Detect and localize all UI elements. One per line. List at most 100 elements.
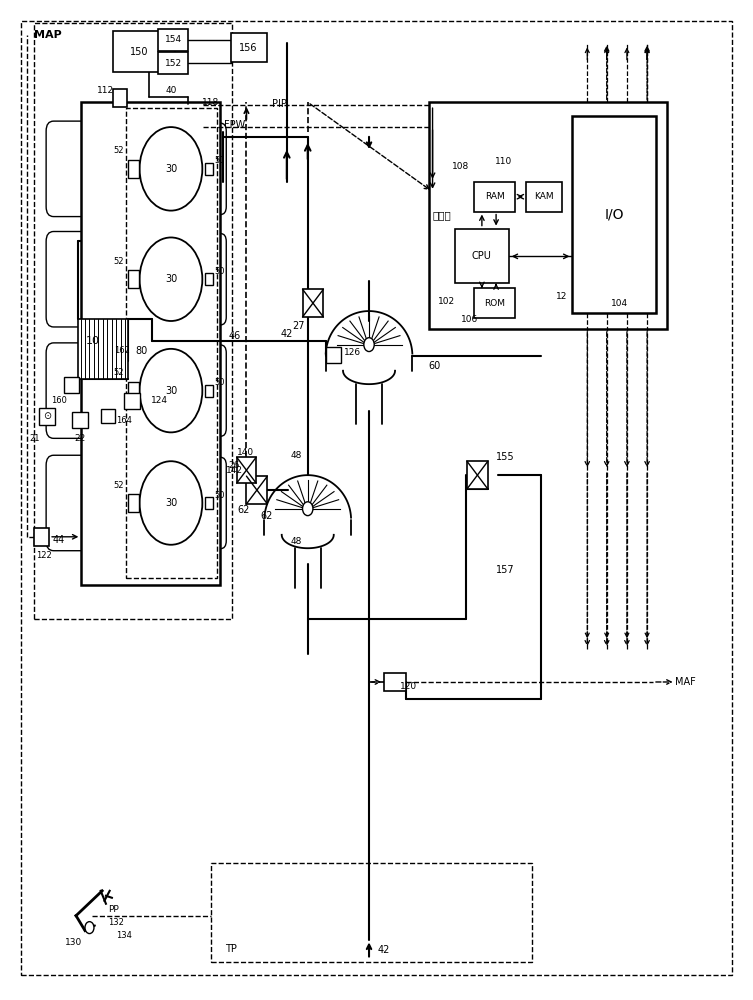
Text: 48: 48 [291, 451, 302, 460]
Bar [206, 163, 213, 175]
Text: MAP: MAP [34, 30, 62, 40]
FancyBboxPatch shape [211, 457, 226, 549]
Bar [128, 160, 139, 178]
Circle shape [85, 922, 94, 934]
Circle shape [364, 338, 374, 352]
Text: 50: 50 [215, 267, 225, 276]
Bar [128, 494, 139, 512]
Text: ⊙: ⊙ [43, 411, 51, 421]
Bar [572, 116, 656, 313]
Text: 157: 157 [495, 565, 514, 575]
Text: 142: 142 [226, 466, 243, 475]
Bar [384, 673, 407, 691]
Circle shape [139, 237, 203, 321]
Text: 154: 154 [165, 35, 181, 44]
Text: 27: 27 [291, 321, 304, 331]
Text: 104: 104 [611, 299, 628, 308]
Text: 52: 52 [114, 481, 124, 490]
Text: 62: 62 [237, 505, 250, 515]
Text: 132: 132 [108, 918, 124, 927]
Bar [206, 273, 213, 285]
Text: 60: 60 [428, 361, 441, 371]
Text: 140: 140 [237, 448, 255, 457]
Text: 50: 50 [215, 491, 225, 500]
Text: ROM: ROM [484, 299, 505, 308]
Text: 126: 126 [344, 348, 361, 357]
FancyBboxPatch shape [211, 233, 226, 325]
Text: 10: 10 [86, 336, 99, 346]
Bar [246, 476, 267, 504]
Text: 80: 80 [135, 346, 147, 356]
Bar [34, 23, 232, 619]
Text: TP: TP [225, 944, 237, 954]
Text: RAM: RAM [485, 192, 505, 201]
Text: 134: 134 [116, 931, 132, 940]
Text: MAF: MAF [675, 677, 697, 687]
Bar [206, 497, 213, 509]
Text: 30: 30 [165, 164, 177, 174]
Text: 106: 106 [461, 315, 478, 324]
Text: 52: 52 [114, 257, 124, 266]
Bar [114, 31, 175, 72]
Text: 108: 108 [452, 162, 469, 171]
Text: 44: 44 [53, 535, 65, 545]
Text: 130: 130 [66, 938, 82, 947]
Text: 26: 26 [229, 461, 240, 470]
Bar [78, 319, 128, 379]
Text: 112: 112 [97, 86, 114, 95]
Text: 46: 46 [228, 331, 241, 341]
Text: 155: 155 [495, 452, 514, 462]
Circle shape [139, 461, 203, 545]
Bar [230, 33, 267, 62]
Text: PIP: PIP [272, 99, 287, 109]
Bar [467, 461, 488, 489]
Text: 150: 150 [130, 47, 149, 57]
Bar [64, 377, 79, 393]
Bar [474, 288, 515, 318]
Bar [326, 347, 340, 363]
Text: 102: 102 [438, 297, 456, 306]
Bar [206, 385, 213, 397]
Bar [236, 457, 256, 483]
FancyBboxPatch shape [211, 123, 226, 215]
Circle shape [139, 127, 203, 211]
Bar [428, 102, 666, 329]
Bar [158, 29, 188, 51]
Text: 40: 40 [165, 86, 177, 95]
Text: 30: 30 [165, 274, 177, 284]
Text: 62: 62 [261, 511, 273, 521]
Text: 118: 118 [202, 98, 219, 107]
Text: I/O: I/O [605, 208, 624, 222]
Text: 162: 162 [114, 346, 130, 355]
Text: 52: 52 [114, 146, 124, 155]
Circle shape [303, 502, 313, 516]
Bar [126, 108, 218, 578]
Text: 52: 52 [114, 368, 124, 377]
Bar [123, 393, 140, 409]
Text: 110: 110 [495, 157, 512, 166]
Bar [474, 182, 515, 212]
FancyBboxPatch shape [46, 343, 90, 438]
Text: 30: 30 [165, 386, 177, 396]
Bar [128, 382, 139, 400]
Text: 50: 50 [215, 156, 225, 165]
Bar [102, 409, 115, 423]
Text: 50: 50 [215, 378, 225, 387]
Text: KAM: KAM [534, 192, 553, 201]
Bar [303, 289, 324, 317]
Text: CPU: CPU [472, 251, 492, 261]
Text: 30: 30 [165, 498, 177, 508]
Text: 21: 21 [29, 434, 39, 443]
Text: 22: 22 [74, 434, 85, 443]
Text: 156: 156 [239, 43, 258, 53]
Text: 42: 42 [378, 945, 390, 955]
Text: 48: 48 [291, 537, 302, 546]
Bar [128, 270, 139, 288]
Bar [455, 229, 509, 283]
Circle shape [139, 349, 203, 432]
Text: 12: 12 [556, 292, 568, 301]
FancyBboxPatch shape [46, 121, 90, 217]
Bar [526, 182, 562, 212]
FancyBboxPatch shape [211, 345, 226, 436]
Text: 控制器: 控制器 [432, 211, 451, 221]
